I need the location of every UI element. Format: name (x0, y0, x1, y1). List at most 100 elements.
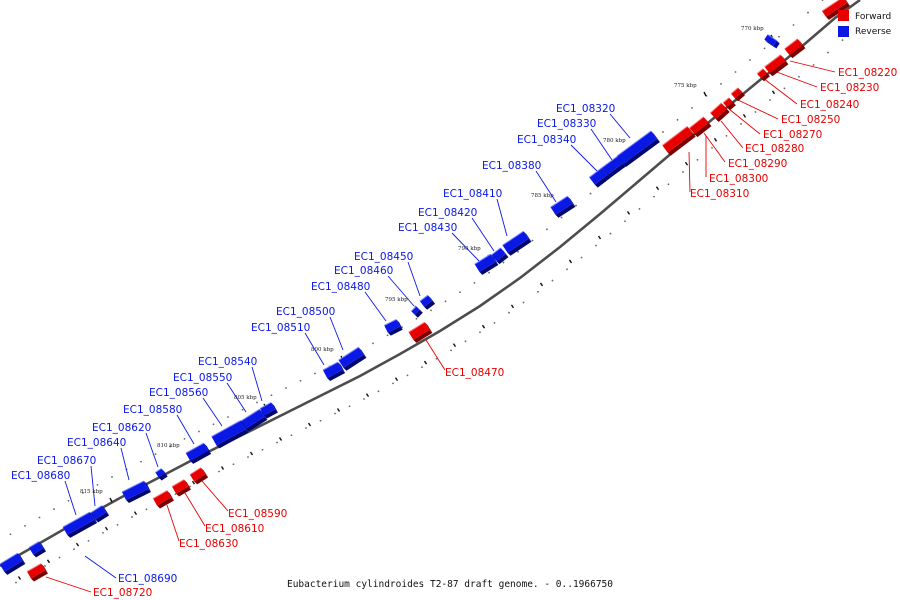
reverse-gene-08550[interactable] (240, 408, 268, 432)
reverse-gene-08320[interactable] (616, 130, 660, 168)
gene-label-ec1-08290[interactable]: EC1_08290 (728, 158, 787, 170)
gene-end-face (17, 553, 26, 564)
forward-gene-08200[interactable] (821, 0, 850, 20)
gene-label-ec1-08640[interactable]: EC1_08640 (67, 437, 126, 449)
scale-dot (435, 357, 438, 360)
gene-label-ec1-08410[interactable]: EC1_08410 (443, 188, 502, 200)
scale-dot (174, 493, 177, 496)
gene-side-face (126, 489, 152, 504)
forward-gene-08290[interactable] (689, 116, 712, 138)
gene-label-ec1-08450[interactable]: EC1_08450 (354, 251, 413, 263)
forward-gene-08270[interactable] (722, 97, 736, 111)
gene-label-ec1-08510[interactable]: EC1_08510 (251, 322, 310, 334)
gene-label-ec1-08560[interactable]: EC1_08560 (149, 387, 208, 399)
leader-line (496, 198, 508, 237)
reverse-gene-08340[interactable] (588, 167, 611, 188)
reverse-gene-08690[interactable] (28, 541, 47, 558)
forward-gene-08610[interactable] (171, 479, 192, 497)
gene-label-ec1-08280[interactable]: EC1_08280 (745, 143, 804, 155)
scale-dot (589, 192, 592, 195)
scale-dot (725, 134, 728, 137)
gene-label-ec1-08250[interactable]: EC1_08250 (781, 114, 840, 126)
gene-label-ec1-08300[interactable]: EC1_08300 (709, 173, 768, 185)
gene-label-ec1-08380[interactable]: EC1_08380 (482, 160, 541, 172)
gene-front-face (602, 156, 623, 175)
forward-gene-08470[interactable] (408, 321, 433, 343)
forward-gene-08720[interactable] (26, 563, 48, 582)
gene-label-ec1-08610[interactable]: EC1_08610 (205, 523, 264, 535)
gene-label-ec1-08500[interactable]: EC1_08500 (276, 306, 335, 318)
reverse-gene-08560[interactable] (211, 420, 249, 449)
gene-side-face (594, 174, 611, 188)
scale-dot (392, 382, 394, 385)
gene-label-ec1-08220[interactable]: EC1_08220 (838, 67, 897, 79)
gene-side-face (216, 429, 249, 449)
reverse-gene-08430[interactable] (474, 253, 499, 275)
reverse-gene-08330[interactable] (602, 155, 626, 178)
reverse-gene-08580[interactable] (185, 442, 212, 464)
reverse-gene-08380[interactable] (550, 195, 576, 218)
forward-gene-08240[interactable] (756, 68, 770, 82)
scale-dot (372, 342, 374, 345)
gene-front-face (662, 126, 693, 153)
gene-label-ec1-08540[interactable]: EC1_08540 (198, 356, 257, 368)
forward-gene-08230[interactable] (764, 54, 789, 77)
forward-gene-08220[interactable] (784, 38, 806, 59)
gene-label-ec1-08620[interactable]: EC1_08620 (92, 422, 151, 434)
reverse-gene-08510[interactable] (322, 361, 346, 381)
gene-label-ec1-08330[interactable]: EC1_08330 (537, 118, 596, 130)
gene-label-ec1-08580[interactable]: EC1_08580 (123, 404, 182, 416)
scale-dot (305, 427, 307, 429)
forward-gene-08250[interactable] (730, 87, 745, 102)
leader-line (773, 70, 818, 88)
gene-label-ec1-08550[interactable]: EC1_08550 (173, 372, 232, 384)
gene-end-face (427, 295, 436, 304)
reverse-gene-08480[interactable] (383, 318, 403, 336)
scale-dot (537, 290, 539, 293)
forward-gene-08630[interactable] (152, 490, 174, 509)
reverse-gene-08420[interactable] (491, 247, 509, 265)
reverse-gene-08410[interactable] (502, 230, 532, 256)
reverse-gene-08450[interactable] (419, 294, 436, 310)
forward-gene-08300[interactable] (661, 126, 696, 156)
gene-label-ec1-08310[interactable]: EC1_08310 (690, 188, 749, 200)
gene-side-face (694, 123, 712, 138)
scale-dot (807, 11, 809, 14)
gene-label-ec1-08420[interactable]: EC1_08420 (418, 207, 477, 219)
gene-label-ec1-08470[interactable]: EC1_08470 (445, 367, 504, 379)
reverse-gene-08670[interactable] (90, 505, 110, 523)
reverse-gene-08500[interactable] (338, 346, 367, 371)
reverse-gene-08620[interactable] (155, 468, 168, 481)
gene-label-ec1-08430[interactable]: EC1_08430 (398, 222, 457, 234)
gene-label-ec1-08630[interactable]: EC1_08630 (179, 538, 238, 550)
gene-label-ec1-08460[interactable]: EC1_08460 (334, 265, 393, 277)
forward-gene-08280[interactable] (709, 102, 730, 122)
scale-dot (676, 118, 679, 121)
gene-label-ec1-08590[interactable]: EC1_08590 (228, 508, 287, 520)
scale-dot (778, 35, 780, 38)
reverse-gene-08460[interactable] (410, 305, 423, 318)
gene-label-ec1-08270[interactable]: EC1_08270 (763, 129, 822, 141)
reverse-gene-08540[interactable] (259, 402, 278, 419)
reverse-gene-08680[interactable] (62, 511, 98, 538)
gene-label-ec1-08690[interactable]: EC1_08690 (118, 573, 177, 585)
forward-gene-08590[interactable] (189, 467, 209, 485)
scale-dot (783, 87, 786, 90)
reverse-gene-08700[interactable] (0, 552, 26, 575)
gene-side-face (245, 416, 268, 432)
tick-label: 770 kbp (741, 26, 764, 32)
leader-line (762, 77, 798, 105)
gene-side-face (158, 473, 168, 481)
scale-dot (198, 430, 200, 433)
gene-label-ec1-08670[interactable]: EC1_08670 (37, 455, 96, 467)
gene-label-ec1-08680[interactable]: EC1_08680 (11, 470, 70, 482)
gene-label-ec1-08340[interactable]: EC1_08340 (517, 134, 576, 146)
reverse-gene-08210[interactable] (764, 34, 780, 49)
gene-label-ec1-08480[interactable]: EC1_08480 (311, 281, 370, 293)
gene-label-ec1-08320[interactable]: EC1_08320 (556, 103, 615, 115)
gene-label-ec1-08230[interactable]: EC1_08230 (820, 82, 879, 94)
gene-label-ec1-08720[interactable]: EC1_08720 (93, 587, 152, 599)
tick-label: 785 kbp (531, 193, 554, 199)
gene-label-ec1-08240[interactable]: EC1_08240 (800, 99, 859, 111)
reverse-gene-08640[interactable] (121, 480, 152, 504)
